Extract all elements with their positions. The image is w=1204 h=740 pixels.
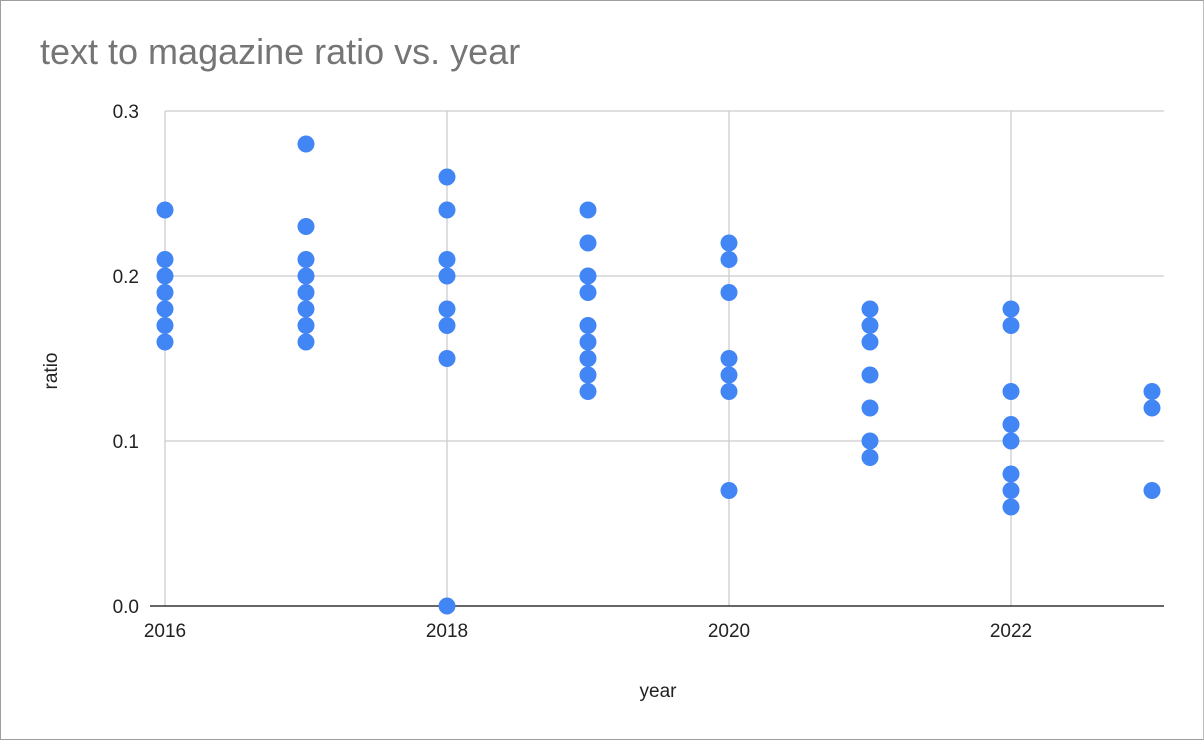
data-point [297, 135, 315, 153]
data-point [579, 201, 597, 219]
data-point [861, 449, 879, 466]
data-point [297, 284, 315, 301]
y-tick-labels: 0.0 0.1 0.2 0.3 [113, 102, 139, 618]
data-point [438, 597, 456, 615]
data-point [861, 333, 879, 351]
data-point [156, 333, 174, 351]
data-point [1143, 482, 1161, 499]
data-point [1002, 416, 1020, 433]
data-point [861, 366, 879, 384]
data-point [720, 350, 738, 367]
data-point [579, 234, 597, 252]
data-points [156, 135, 1161, 615]
data-point [156, 317, 174, 334]
data-point [297, 300, 315, 318]
y-axis-label: ratio [41, 353, 62, 390]
y-tick-label: 0.0 [113, 597, 139, 618]
data-point [156, 267, 174, 285]
data-point [861, 432, 879, 450]
x-tick-label: 2016 [144, 621, 186, 642]
data-point [720, 383, 738, 400]
data-point [1002, 482, 1020, 499]
data-point [1002, 465, 1020, 483]
x-tick-labels: 2016 2018 2020 2022 [144, 621, 1032, 642]
data-point [579, 333, 597, 351]
data-point [861, 399, 879, 417]
data-point [861, 300, 879, 318]
data-point [579, 350, 597, 367]
data-point [156, 300, 174, 318]
data-point [438, 267, 456, 285]
data-point [579, 267, 597, 285]
data-point [720, 482, 738, 499]
data-point [297, 317, 315, 334]
x-tick-label: 2020 [708, 621, 750, 642]
y-tick-label: 0.1 [113, 432, 139, 453]
data-point [438, 201, 456, 219]
data-point [438, 350, 456, 367]
y-tick-label: 0.2 [113, 267, 139, 288]
data-point [1002, 300, 1020, 318]
data-point [297, 333, 315, 351]
data-point [438, 251, 456, 268]
chart-title: text to magazine ratio vs. year [40, 31, 521, 72]
data-point [156, 284, 174, 301]
data-point [1002, 317, 1020, 334]
data-point [438, 317, 456, 334]
data-point [720, 366, 738, 384]
data-point [297, 218, 315, 235]
data-point [156, 251, 174, 268]
x-tick-label: 2018 [426, 621, 468, 642]
data-point [1002, 383, 1020, 400]
data-point [1002, 432, 1020, 450]
data-point [579, 284, 597, 301]
x-tick-label: 2022 [990, 621, 1032, 642]
data-point [1143, 383, 1161, 400]
data-point [297, 267, 315, 285]
data-point [720, 284, 738, 301]
data-point [861, 317, 879, 334]
data-point [720, 234, 738, 252]
data-point [438, 300, 456, 318]
data-point [579, 366, 597, 384]
data-point [438, 168, 456, 186]
data-point [297, 251, 315, 268]
y-tick-label: 0.3 [113, 102, 139, 123]
data-point [1002, 498, 1020, 516]
data-point [720, 251, 738, 268]
data-point [156, 201, 174, 219]
gridlines [150, 110, 1164, 607]
data-point [579, 383, 597, 400]
data-point [1143, 399, 1161, 417]
x-axis-label: year [640, 681, 678, 702]
data-point [579, 317, 597, 334]
